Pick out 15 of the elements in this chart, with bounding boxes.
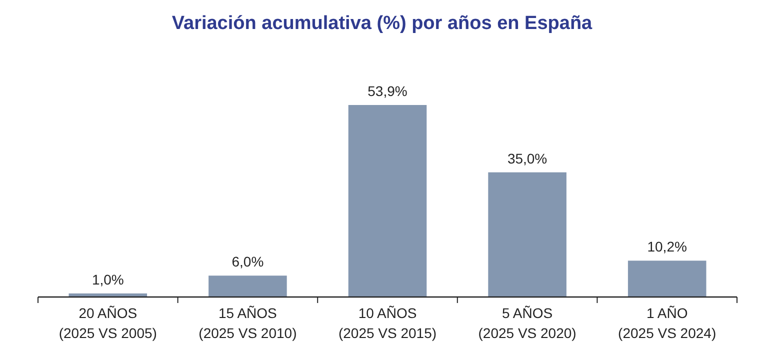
x-tick-label: 15 AÑOS (2025 VS 2010) xyxy=(198,305,297,341)
bar xyxy=(348,105,427,297)
bar xyxy=(488,172,566,297)
data-label: 1,0% xyxy=(92,271,124,288)
bar xyxy=(628,260,706,297)
chart-title: Variación acumulativa (%) por años en España xyxy=(172,13,593,34)
data-label: 6,0% xyxy=(232,254,264,270)
data-label: 10,2% xyxy=(647,238,687,255)
x-tick-label: 5 AÑOS (2025 VS 2020) xyxy=(478,305,576,341)
bar xyxy=(208,276,287,297)
x-tick-label: 10 AÑOS (2025 VS 2015) xyxy=(338,305,437,341)
x-tick-label: 20 AÑOS (2025 VS 2005) xyxy=(58,305,157,341)
data-label: 53,9% xyxy=(368,83,408,99)
data-label: 35,0% xyxy=(507,150,548,166)
x-tick-label: 1 AÑO (2025 VS 2024) xyxy=(618,305,716,341)
